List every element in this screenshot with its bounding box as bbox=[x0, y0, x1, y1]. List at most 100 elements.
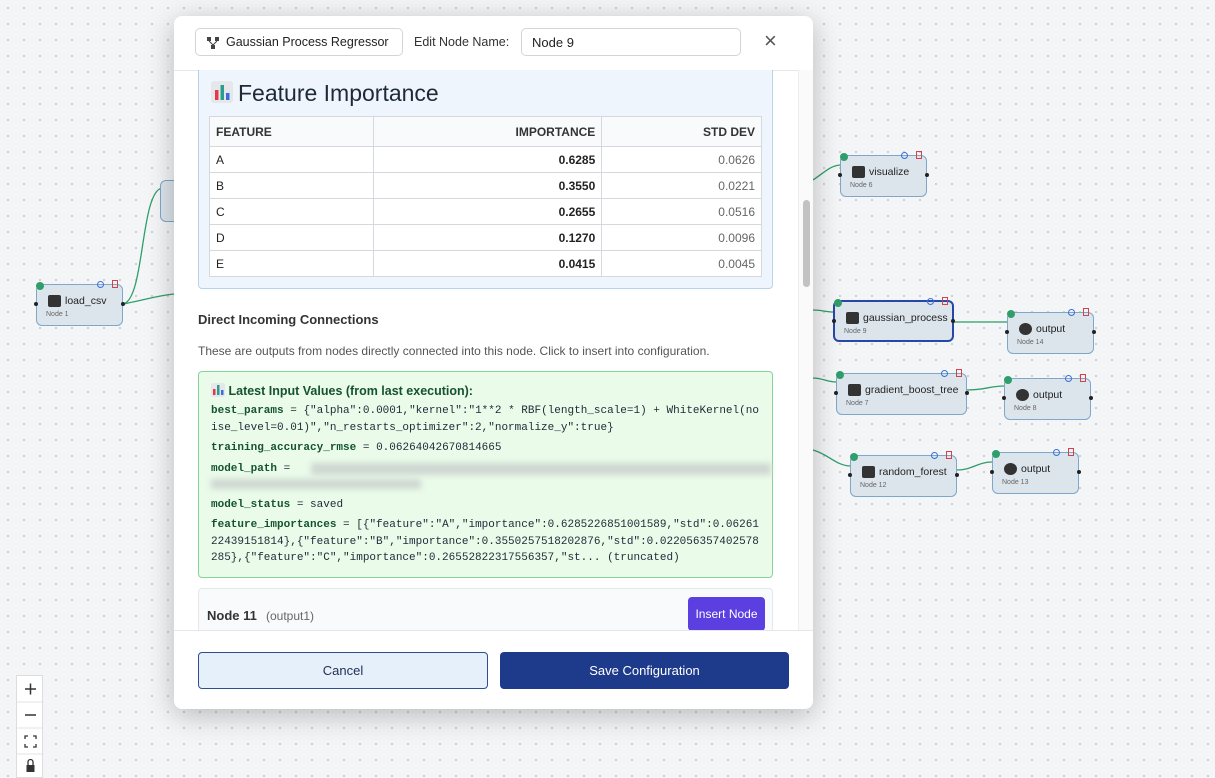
save-button[interactable]: Save Configuration bbox=[500, 652, 789, 689]
insert-node-button[interactable]: Insert Node bbox=[688, 597, 765, 630]
node-status bbox=[992, 450, 1000, 458]
node-id: Node 6 bbox=[850, 182, 873, 189]
type-icon bbox=[207, 37, 219, 49]
canvas-node[interactable]: output Node 14 bbox=[1005, 308, 1096, 354]
node-settings[interactable] bbox=[1068, 309, 1075, 316]
node-status bbox=[1007, 310, 1015, 318]
feature-title: Feature Importance bbox=[238, 80, 439, 106]
chart-icon bbox=[211, 383, 225, 397]
node-status bbox=[836, 371, 844, 379]
table-cell: A bbox=[209, 146, 374, 173]
canvas-node[interactable]: visualize Node 6 bbox=[838, 151, 929, 197]
column-header: FEATURE bbox=[209, 116, 374, 147]
item-assign: = bbox=[362, 442, 370, 454]
node-handle bbox=[925, 173, 929, 177]
node-label: output bbox=[1036, 323, 1066, 335]
node-icon bbox=[1019, 323, 1032, 335]
node-settings[interactable] bbox=[97, 281, 104, 288]
canvas-node[interactable]: gaussian_process Node 9 bbox=[832, 297, 955, 342]
node-label: load_csv bbox=[65, 295, 107, 307]
connections-description: These are outputs from nodes directly co… bbox=[198, 344, 710, 358]
node-settings[interactable] bbox=[1065, 375, 1072, 382]
node-handle bbox=[1002, 396, 1006, 400]
incoming-node-name: Node 11 bbox=[207, 608, 257, 623]
table-row: B 0.3550 0.0221 bbox=[209, 172, 762, 199]
table-cell: 0.0096 bbox=[601, 224, 762, 251]
node-delete[interactable] bbox=[1080, 374, 1086, 382]
node-delete[interactable] bbox=[942, 297, 948, 305]
table-cell: B bbox=[209, 172, 374, 199]
table-row: C 0.2655 0.0516 bbox=[209, 198, 762, 225]
latest-title-row: Latest Input Values (from last execution… bbox=[211, 383, 760, 399]
modal-header: Gaussian Process Regressor Edit Node Nam… bbox=[174, 16, 813, 71]
blurred-value bbox=[311, 462, 771, 475]
node-id: Node 7 bbox=[846, 400, 869, 407]
canvas-node[interactable]: output Node 8 bbox=[1002, 374, 1093, 420]
table-cell: 0.0626 bbox=[601, 146, 762, 173]
node-settings[interactable] bbox=[1053, 449, 1060, 456]
node-type-badge[interactable]: Gaussian Process Regressor bbox=[195, 28, 403, 56]
node-icon bbox=[1004, 463, 1017, 475]
node-settings[interactable] bbox=[901, 152, 908, 159]
item-value: {"alpha":0.0001,"kernel":"1**2 * RBF(len… bbox=[211, 405, 759, 434]
name-input[interactable]: Node 9 bbox=[521, 28, 741, 56]
close-button[interactable]: × bbox=[764, 28, 777, 53]
blurred-value bbox=[211, 478, 421, 489]
node-label: gradient_boost_tree bbox=[865, 384, 959, 396]
node-handle bbox=[838, 173, 842, 177]
column-header: STD DEV bbox=[601, 116, 762, 147]
node-id: Node 9 bbox=[844, 328, 867, 335]
scrollbar-track bbox=[798, 70, 813, 630]
scrollbar-thumb[interactable] bbox=[803, 200, 810, 287]
node-icon bbox=[48, 295, 61, 307]
node-id: Node 12 bbox=[860, 482, 887, 489]
node-id: Node 14 bbox=[1017, 339, 1044, 346]
node-settings[interactable] bbox=[931, 452, 938, 459]
node-icon bbox=[846, 312, 859, 324]
incoming-node-card: Node 11 (output1) Insert Node bbox=[198, 588, 773, 630]
table-cell: 0.0516 bbox=[601, 198, 762, 225]
node-status bbox=[1004, 376, 1012, 384]
node-type: Gaussian Process Regressor bbox=[226, 35, 389, 49]
name-label: Edit Node Name: bbox=[414, 35, 510, 49]
node-handle bbox=[121, 302, 125, 306]
modal-body: Feature Importance FEATURE IMPORTANCE STD … bbox=[174, 70, 813, 630]
zoom-icons[interactable] bbox=[17, 676, 44, 778]
node-handle bbox=[848, 473, 852, 477]
table-cell: E bbox=[209, 250, 374, 277]
node-label: visualize bbox=[869, 166, 910, 178]
node-delete[interactable] bbox=[1083, 308, 1089, 316]
table-row: E 0.0415 0.0045 bbox=[209, 250, 762, 277]
node-handle bbox=[951, 319, 955, 323]
modal: Gaussian Process Regressor Edit Node Nam… bbox=[174, 16, 813, 709]
node-label: random_forest bbox=[879, 466, 947, 478]
item-key: model_path bbox=[211, 462, 278, 475]
chart-icon bbox=[211, 81, 233, 103]
node-delete[interactable] bbox=[946, 451, 952, 459]
node-icon bbox=[1016, 389, 1029, 401]
canvas-node[interactable]: random_forest Node 12 bbox=[848, 451, 959, 497]
canvas-node[interactable]: gradient_boost_tree Node 7 bbox=[834, 369, 969, 415]
table-cell: 0.1270 bbox=[372, 224, 603, 251]
node-delete[interactable] bbox=[1068, 448, 1074, 456]
modal-footer: Cancel Save Configuration bbox=[174, 630, 813, 709]
item-assign: = bbox=[296, 498, 304, 511]
node-settings[interactable] bbox=[941, 370, 948, 377]
item-assign: = bbox=[290, 405, 297, 417]
node-icon bbox=[862, 466, 875, 478]
node-delete[interactable] bbox=[112, 280, 118, 288]
node-settings[interactable] bbox=[927, 298, 934, 305]
latest-items: best_params = {"alpha":0.0001,"kernel":"… bbox=[211, 403, 771, 567]
connections-title: Direct Incoming Connections bbox=[198, 312, 379, 327]
cancel-button[interactable]: Cancel bbox=[198, 652, 488, 689]
canvas-node[interactable]: output Node 13 bbox=[990, 448, 1081, 494]
table-cell: 0.2655 bbox=[372, 198, 603, 225]
zoom-controls bbox=[16, 675, 44, 778]
canvas-node[interactable]: load_csv Node 1 bbox=[34, 280, 125, 326]
node-delete[interactable] bbox=[916, 151, 922, 159]
latest-item: feature_importances = [{"feature":"A","i… bbox=[211, 517, 760, 567]
item-assign: = bbox=[283, 462, 291, 475]
table-cell: 0.6285 bbox=[372, 146, 603, 173]
node-delete[interactable] bbox=[956, 369, 962, 377]
table-row: D 0.1270 0.0096 bbox=[209, 224, 762, 251]
